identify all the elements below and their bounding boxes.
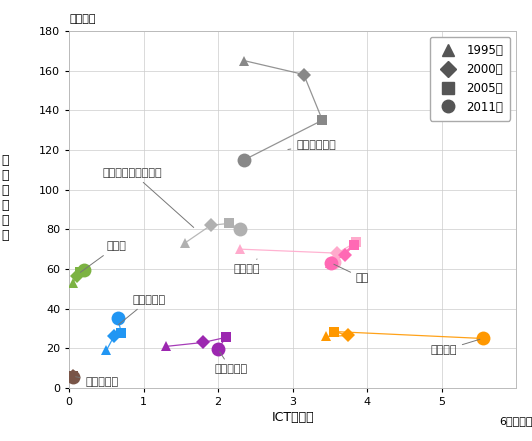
Text: 金融・保険: 金融・保険 [214, 352, 247, 374]
Text: サービス: サービス [233, 259, 260, 274]
Text: （兆円）: （兆円） [69, 14, 96, 24]
X-axis label: ICT投入額: ICT投入額 [271, 411, 314, 424]
Text: 情報通信: 情報通信 [430, 339, 480, 355]
Text: 医療・福祉: 医療・福祉 [118, 295, 165, 325]
Text: 粗
付
加
価
値
額: 粗 付 加 価 値 額 [2, 154, 9, 243]
Text: 6（兆円）: 6（兆円） [500, 416, 532, 426]
Text: 農林水産業: 農林水産業 [76, 377, 119, 387]
Text: 商業: 商業 [334, 264, 369, 283]
Text: 第２次産業計: 第２次産業計 [288, 140, 336, 150]
Text: 第３次産業その他計: 第３次産業その他計 [103, 168, 194, 228]
Legend: 1995年, 2000年, 2005年, 2011年: 1995年, 2000年, 2005年, 2011年 [429, 37, 510, 121]
Text: 不動産: 不動産 [80, 241, 126, 273]
